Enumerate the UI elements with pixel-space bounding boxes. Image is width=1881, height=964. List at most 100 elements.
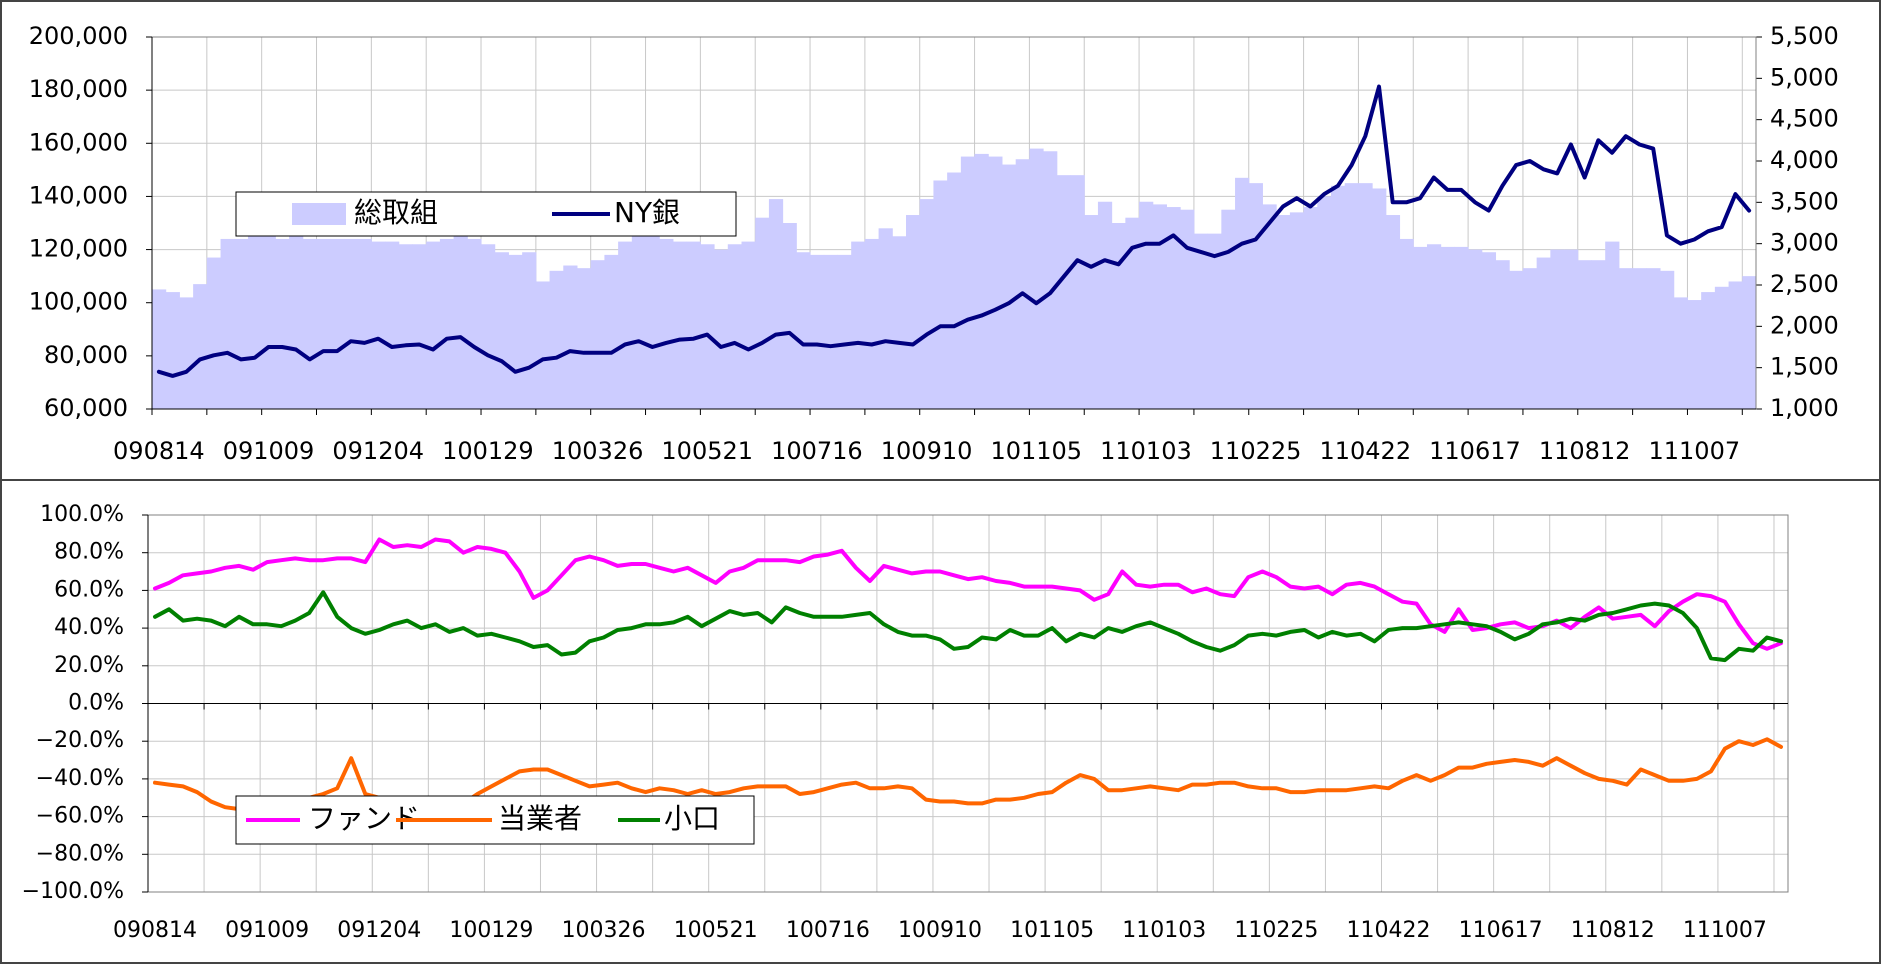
x-tick-label: 110225: [1210, 437, 1302, 465]
x-tick-label: 091009: [225, 918, 309, 943]
bar: [1235, 177, 1250, 409]
y-tick-label: −40.0%: [36, 766, 124, 791]
y-tick-label: 100,000: [29, 288, 128, 316]
bar: [1509, 270, 1524, 409]
x-tick-label: 110422: [1319, 437, 1411, 465]
x-tick-label: 110103: [1100, 437, 1192, 465]
x-tick-label: 100716: [786, 918, 870, 943]
bar: [837, 254, 852, 409]
bar: [1111, 223, 1126, 409]
bar: [1413, 246, 1428, 409]
line: [156, 84, 1752, 378]
bar: [1125, 217, 1140, 409]
bar: [851, 241, 866, 409]
y2-tick-label: 4,000: [1770, 146, 1839, 174]
bar: [1248, 183, 1263, 409]
bar: [1029, 148, 1044, 409]
y-tick-label: 180,000: [29, 75, 128, 103]
bar: [686, 241, 701, 409]
x-tick-label: 110103: [1122, 918, 1206, 943]
bar: [727, 244, 743, 409]
y-tick-label: 0.0%: [68, 691, 124, 716]
bar: [1591, 260, 1606, 409]
bar: [357, 238, 372, 409]
bar: [947, 172, 962, 409]
bar: [576, 268, 592, 409]
bar: [1673, 297, 1688, 409]
bar: [1262, 204, 1277, 409]
bar: [385, 241, 400, 409]
bar: [1646, 268, 1661, 409]
bar: [1660, 270, 1675, 409]
bar: [1385, 215, 1401, 409]
y-tick-label: 40.0%: [54, 615, 124, 640]
x-tick-label: 111007: [1683, 918, 1767, 943]
bar: [919, 199, 934, 409]
bar: [810, 254, 825, 409]
x-tick-label: 100129: [442, 437, 534, 465]
legend-box: [235, 795, 755, 845]
bar: [1289, 212, 1305, 409]
bar: [398, 244, 413, 409]
bar: [1331, 185, 1346, 409]
bar: [522, 252, 537, 409]
bar: [714, 249, 729, 409]
bar: [823, 254, 838, 409]
x-tick-label: 100521: [674, 918, 758, 943]
y-tick-label: −100.0%: [22, 879, 124, 904]
x-tick-label: 091204: [337, 918, 421, 943]
bar: [1440, 246, 1455, 409]
bar: [1577, 260, 1592, 409]
bar: [1015, 159, 1030, 409]
bar: [247, 236, 263, 409]
y2-tick-label: 3,500: [1770, 187, 1839, 215]
bar: [1043, 151, 1058, 409]
bar: [768, 199, 784, 409]
bar: [193, 284, 208, 409]
y2-tick-label: 2,500: [1770, 270, 1839, 298]
bar: [289, 236, 304, 409]
y2-tick-label: 2,000: [1770, 311, 1839, 339]
bar: [618, 241, 633, 409]
bar: [782, 223, 797, 409]
x-tick-label: 101105: [1010, 918, 1094, 943]
x-tick-label: 110812: [1571, 918, 1655, 943]
bar: [878, 228, 893, 409]
y-tick-label: 60.0%: [54, 577, 124, 602]
bar: [1426, 244, 1442, 409]
y2-tick-label: 5,500: [1770, 22, 1839, 50]
bar: [1303, 207, 1318, 409]
y-tick-label: 140,000: [29, 181, 128, 209]
y-tick-label: −80.0%: [36, 841, 124, 866]
bar: [1221, 209, 1236, 409]
bar: [1399, 238, 1414, 409]
bar: [330, 238, 345, 409]
x-tick-label: 090814: [113, 918, 197, 943]
bar: [1454, 246, 1469, 409]
y-tick-label: 100.0%: [40, 502, 124, 527]
y-tick-label: 80.0%: [54, 540, 124, 565]
y2-tick-label: 3,000: [1770, 229, 1839, 257]
bar: [988, 156, 1003, 409]
bar: [206, 257, 222, 409]
bar: [1317, 196, 1332, 409]
line: [153, 537, 1783, 651]
bar: [1550, 249, 1565, 409]
legend-label: 総取組: [354, 196, 438, 229]
bar: [179, 297, 194, 409]
bar: [275, 238, 290, 409]
legend-label: 小口: [664, 802, 720, 835]
bar: [906, 215, 921, 409]
bar: [1001, 164, 1017, 409]
bar: [165, 292, 180, 409]
x-tick-label: 110225: [1234, 918, 1318, 943]
y-tick-label: 160,000: [29, 128, 128, 156]
bar: [439, 238, 455, 409]
x-tick-label: 091204: [332, 437, 424, 465]
x-tick-label: 100910: [898, 918, 982, 943]
bar: [1728, 281, 1743, 409]
bar: [1632, 268, 1647, 409]
x-tick-label: 100716: [771, 437, 863, 465]
y-tick-label: −60.0%: [36, 804, 124, 829]
